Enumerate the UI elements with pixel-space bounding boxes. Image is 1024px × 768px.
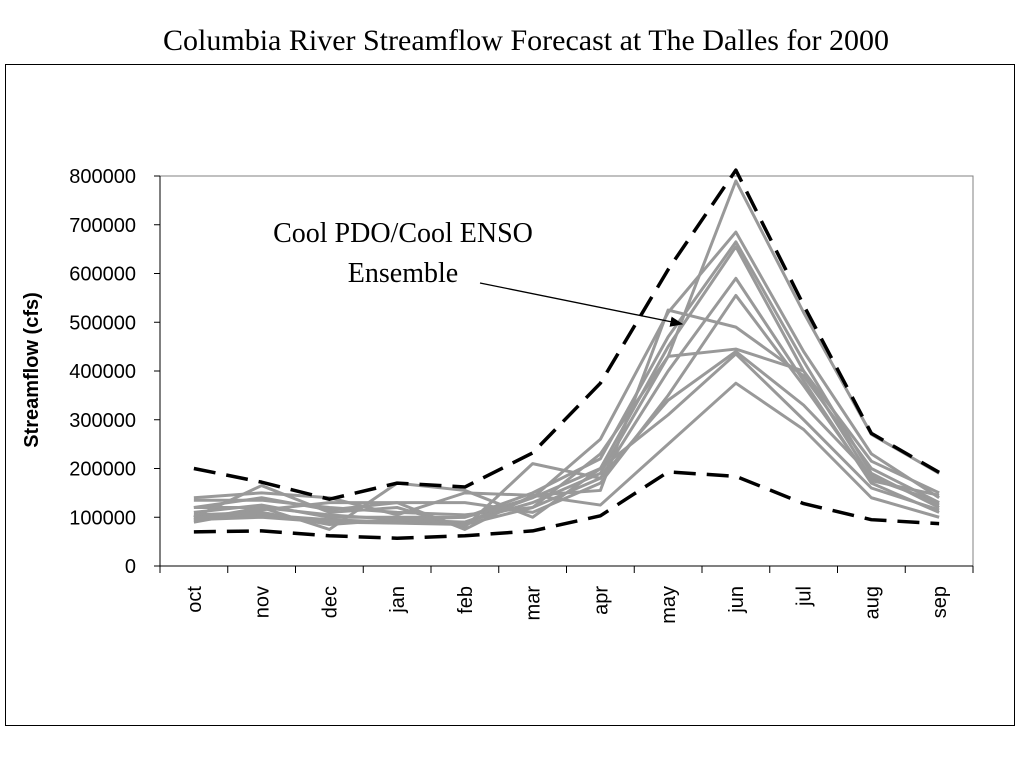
x-tick-label: may <box>658 586 680 624</box>
y-tick-label: 300000 <box>69 410 136 432</box>
y-tick-label: 100000 <box>69 507 136 529</box>
chart-frame <box>5 64 1015 726</box>
x-tick-label: dec <box>319 586 341 618</box>
x-tick-label: apr <box>590 586 612 615</box>
annotation-line-1: Cool PDO/Cool ENSO <box>273 218 533 249</box>
annotation-arrow <box>479 282 684 327</box>
y-tick-label: 0 <box>125 556 136 578</box>
ensemble-series-line <box>193 240 940 519</box>
y-tick-label: 800000 <box>69 166 136 188</box>
x-tick-label: jan <box>387 586 409 614</box>
ensemble-series-line <box>193 381 940 531</box>
y-tick-label: 500000 <box>69 312 136 334</box>
axes-group: 0 100000 200000 300000 400000 500000 600000 700… <box>69 166 974 624</box>
annotation-line-2: Ensemble <box>348 258 458 289</box>
ensemble-series-group <box>193 179 940 531</box>
x-tick-label: nov <box>252 586 274 618</box>
x-tick-label: mar <box>523 586 545 621</box>
x-tick-label: jun <box>726 586 748 614</box>
y-tick-label: 400000 <box>69 361 136 383</box>
upper-dashed-envelope-line <box>193 168 940 501</box>
x-tick-label: sep <box>929 586 951 618</box>
ensemble-series-line <box>193 352 940 531</box>
lower-dashed-envelope-line <box>193 470 940 540</box>
x-tick-label: aug <box>861 586 883 619</box>
ensemble-series-line <box>193 230 940 522</box>
x-tick-label: feb <box>455 586 477 614</box>
ensemble-series-line <box>193 347 940 527</box>
y-tick-label: 200000 <box>69 459 136 481</box>
x-tick-label: oct <box>184 586 206 613</box>
y-tick-label: 700000 <box>69 215 136 237</box>
envelope-series-group <box>193 168 940 540</box>
y-tick-label: 600000 <box>69 264 136 286</box>
x-tick-label: jul <box>794 586 816 607</box>
ensemble-series-line <box>193 293 940 524</box>
y-axis-title: Streamflow (cfs) <box>21 292 43 448</box>
ensemble-series-line <box>193 179 940 517</box>
chart-title: Columbia River Streamflow Forecast at Th… <box>163 24 889 57</box>
